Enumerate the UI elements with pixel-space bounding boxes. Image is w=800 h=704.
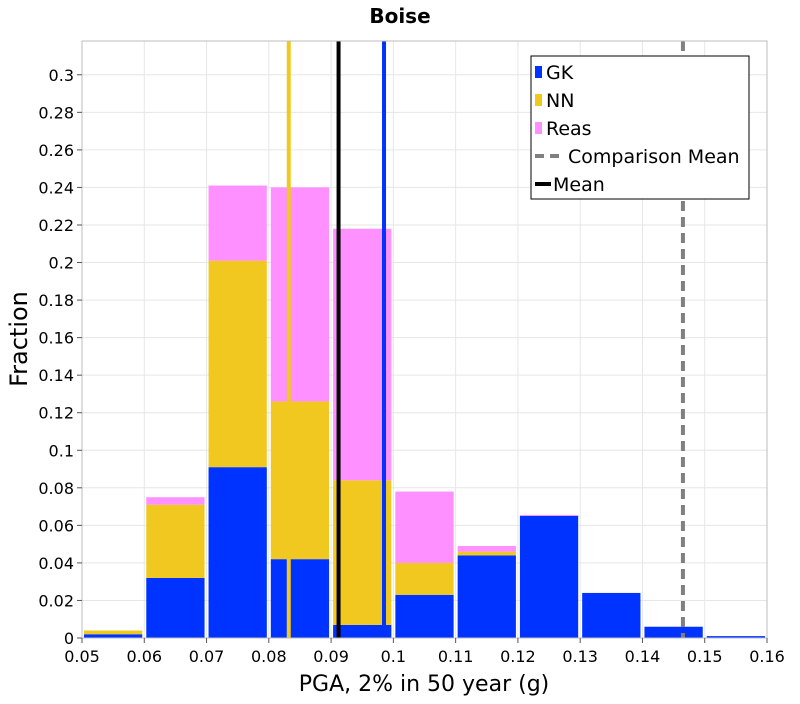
x-tick-label: 0.07 <box>189 647 225 666</box>
bar-reas <box>395 491 454 563</box>
plot-frame <box>81 40 768 639</box>
bar-reas <box>333 228 392 481</box>
bar-reas <box>270 187 330 402</box>
bar-reas <box>457 546 516 552</box>
y-axis-label: Fraction <box>5 291 33 387</box>
legend-label-comparison-mean: Comparison Mean <box>568 146 740 168</box>
legend-box <box>530 55 750 200</box>
legend-label-nn: NN <box>546 90 574 112</box>
x-tick-label: 0.11 <box>438 647 474 666</box>
y-tick-label: 0.18 <box>38 291 74 310</box>
chart-title: Boise <box>369 4 430 28</box>
bar-gk <box>208 467 267 638</box>
bar-gk <box>519 515 579 638</box>
bar-nn <box>208 260 267 468</box>
y-tick-label: 0.28 <box>38 103 74 122</box>
bar-gk <box>582 592 641 638</box>
legend-swatch-gk <box>535 66 542 78</box>
y-tick-label: 0 <box>64 629 74 648</box>
x-tick-label: 0.13 <box>562 647 598 666</box>
legend: GK NN Reas Comparison Mean Mean <box>530 55 750 200</box>
bar-gk <box>395 594 454 638</box>
y-tick-label: 0.14 <box>38 366 74 385</box>
x-axis-label: PGA, 2% in 50 year (g) <box>299 672 550 697</box>
bar-reas <box>146 497 205 505</box>
legend-label-mean: Mean <box>553 174 605 196</box>
legend-label-reas: Reas <box>546 118 592 140</box>
y-tick-label: 0.12 <box>38 404 74 423</box>
legend-swatch-reas <box>535 122 542 134</box>
bar-gk <box>457 555 516 638</box>
bar-nn <box>333 480 392 625</box>
bar-gk <box>333 624 392 638</box>
bar-gk <box>146 577 205 638</box>
legend-label-gk: GK <box>546 62 574 84</box>
bars <box>84 185 765 638</box>
y-tick-label: 0.24 <box>38 178 74 197</box>
y-tick-label: 0.26 <box>38 141 74 160</box>
y-tick-label: 0.1 <box>49 441 74 460</box>
bar-nn <box>84 630 143 635</box>
y-tick-label: 0.06 <box>38 516 74 535</box>
y-tick-label: 0.04 <box>38 554 74 573</box>
bar-reas <box>208 185 267 261</box>
bar-gk <box>644 626 703 638</box>
bar-gk <box>84 634 143 638</box>
x-tick-label: 0.08 <box>251 647 287 666</box>
x-tick-label: 0.12 <box>500 647 536 666</box>
x-tick-label: 0.15 <box>687 647 723 666</box>
bar-nn <box>146 504 205 578</box>
x-tick-label: 0.16 <box>749 647 785 666</box>
y-tick-label: 0.3 <box>49 66 74 85</box>
y-tick-label: 0.22 <box>38 216 74 235</box>
y-axis-ticks: 0 0.02 0.04 0.06 0.08 0.1 0.12 0.14 0.16 0.18 0.2 0… <box>38 66 82 648</box>
bar-nn <box>457 551 516 556</box>
bar-gk <box>706 636 765 638</box>
x-tick-label: 0.14 <box>625 647 661 666</box>
x-tick-label: 0.06 <box>126 647 162 666</box>
x-axis-ticks: 0.05 0.06 0.07 0.08 0.09 0.1 0.11 0.12 0.13 0.14 0… <box>64 638 785 666</box>
x-tick-label: 0.09 <box>313 647 349 666</box>
legend-swatch-nn <box>535 94 542 106</box>
y-tick-label: 0.02 <box>38 591 74 610</box>
x-tick-label: 0.05 <box>64 647 100 666</box>
y-tick-label: 0.2 <box>49 254 74 273</box>
x-tick-label: 0.1 <box>381 647 406 666</box>
y-tick-label: 0.16 <box>38 329 74 348</box>
y-tick-label: 0.08 <box>38 479 74 498</box>
bar-nn <box>270 401 330 560</box>
bar-nn <box>395 562 454 595</box>
bar-gk <box>270 559 330 638</box>
bar-reas <box>519 515 579 516</box>
